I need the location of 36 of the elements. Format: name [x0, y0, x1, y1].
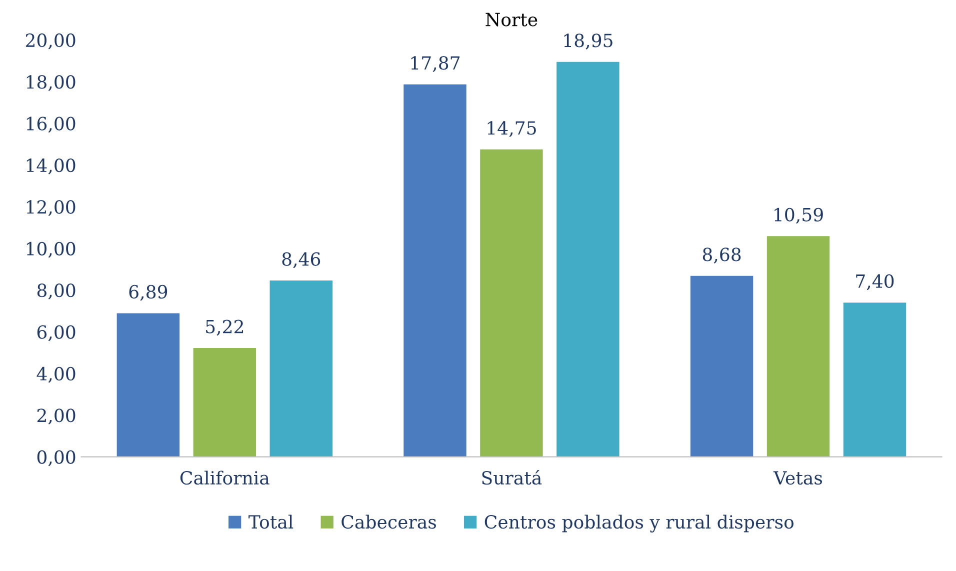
y-tick-label: 20,00: [26, 33, 76, 50]
y-tick-label: 14,00: [26, 158, 76, 174]
y-tick-label: 4,00: [36, 366, 76, 383]
y-tick-label: 2,00: [37, 408, 76, 424]
legend-label: Centros poblados y rural disperso: [484, 514, 794, 532]
bar: [843, 302, 906, 457]
bar: [193, 348, 256, 457]
y-tick-label: 16,00: [26, 116, 76, 133]
data-label: 5,22: [206, 320, 243, 336]
y-tick-label: 8,00: [37, 284, 76, 300]
data-label: 8,46: [282, 252, 320, 268]
data-label: 7,40: [856, 274, 894, 290]
data-label: 10,59: [774, 208, 823, 224]
data-label: 8,68: [702, 248, 741, 264]
data-label: 17,87: [411, 56, 460, 72]
bar: [766, 236, 830, 457]
y-tick-label: 10,00: [26, 242, 76, 258]
y-tick-label: 12,00: [26, 200, 76, 216]
y-tick-label: 0,00: [37, 450, 76, 466]
bar: [690, 276, 754, 457]
x-tick-label: California: [180, 470, 270, 485]
x-tick-label: Suratá: [482, 470, 542, 485]
y-tick-label: 18,00: [26, 75, 76, 91]
bar: [270, 280, 332, 457]
y-tick-label: 6,00: [37, 325, 76, 342]
data-label: 14,75: [488, 121, 536, 137]
bar: [480, 149, 543, 457]
data-label: 6,89: [129, 284, 168, 301]
legend-label: Total: [248, 514, 294, 529]
chart-title: Norte: [486, 12, 538, 26]
legend-label: Cabeceras: [342, 514, 436, 529]
bar: [404, 84, 466, 457]
bar: [556, 62, 620, 457]
bar: [116, 313, 180, 457]
x-tick-label: Vetas: [773, 471, 822, 485]
data-label: 18,95: [564, 34, 612, 50]
